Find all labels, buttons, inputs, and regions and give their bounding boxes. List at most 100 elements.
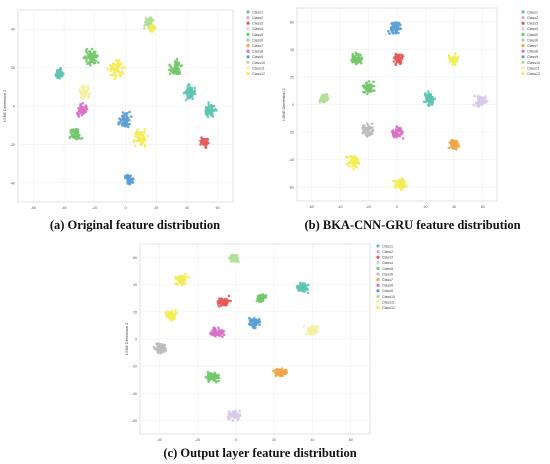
data-point [248, 323, 252, 327]
legend-label: Class8 [382, 284, 393, 288]
data-point [152, 27, 156, 31]
data-point [236, 257, 240, 260]
data-point [79, 103, 82, 107]
data-point [259, 295, 262, 298]
data-point [117, 121, 120, 125]
data-point [211, 374, 215, 377]
legend-marker [521, 10, 525, 14]
data-point [400, 132, 404, 135]
y-tick-label: 60 [290, 20, 294, 24]
legend-label: Class12 [527, 72, 540, 76]
data-point [398, 185, 401, 189]
data-point [128, 122, 131, 126]
data-point [233, 254, 237, 257]
data-point [395, 30, 398, 33]
y-tick-label: -20 [289, 131, 294, 135]
data-point [217, 302, 220, 306]
x-tick-label: -20 [195, 438, 200, 442]
data-point [175, 57, 178, 61]
data-point [254, 326, 257, 330]
data-point [427, 94, 431, 98]
data-point [372, 84, 376, 88]
data-point [233, 415, 236, 418]
legend-label: Class6 [527, 38, 538, 42]
legend-label: Class12 [382, 306, 395, 310]
data-point [395, 125, 399, 128]
data-point [300, 284, 303, 288]
data-point [216, 376, 220, 379]
legend-marker [246, 72, 250, 76]
data-point [157, 349, 161, 352]
data-point [90, 47, 94, 51]
data-point [204, 141, 208, 144]
legend-marker [376, 250, 380, 254]
data-point [219, 302, 222, 305]
data-point [394, 25, 397, 28]
data-point [77, 115, 81, 118]
caption-output-layer: (c) Output layer feature distribution [163, 446, 357, 460]
data-point [392, 131, 395, 135]
data-point [255, 299, 259, 303]
data-point [401, 137, 405, 140]
data-point [179, 64, 182, 68]
data-point [390, 22, 393, 26]
data-point [124, 124, 127, 127]
data-point [206, 115, 210, 119]
legend-marker [246, 44, 250, 48]
data-point [60, 72, 63, 76]
data-point [479, 96, 482, 100]
data-point [119, 71, 123, 75]
data-point [204, 108, 208, 111]
data-point [126, 181, 130, 184]
data-point [159, 345, 162, 348]
data-point [124, 174, 127, 178]
data-point [174, 311, 178, 314]
cluster-13 [204, 101, 218, 119]
data-point [367, 80, 371, 83]
legend-marker [376, 272, 380, 276]
data-point [452, 55, 456, 58]
cluster-2 [148, 24, 157, 34]
legend-marker [376, 244, 380, 248]
data-point [309, 328, 312, 331]
data-point [397, 31, 400, 35]
legend-label: Class1 [382, 244, 393, 248]
data-point [360, 61, 363, 65]
data-point [85, 60, 88, 63]
data-point [227, 294, 231, 298]
data-point [396, 57, 400, 61]
y-tick-label: 40 [290, 48, 294, 52]
data-point [433, 97, 437, 101]
data-point [399, 188, 403, 192]
data-point [221, 335, 224, 338]
data-point [82, 97, 86, 100]
y-tick-label: -60 [132, 419, 137, 423]
data-point [87, 55, 91, 58]
data-point [139, 141, 143, 145]
legend-label: Class7 [527, 44, 538, 48]
x-tick-label: -20 [366, 205, 371, 209]
data-point [272, 369, 275, 373]
x-tick-label: 60 [349, 438, 353, 442]
data-point [256, 294, 260, 298]
x-tick-label: -60 [31, 206, 36, 210]
legend-label: Class2 [527, 16, 538, 20]
legend-marker [246, 21, 250, 25]
data-point [257, 300, 261, 303]
data-point [455, 142, 458, 146]
data-point [88, 92, 92, 95]
y-tick-label: 0 [135, 338, 137, 342]
legend-marker [246, 55, 250, 59]
data-point [280, 367, 284, 370]
legend-marker [521, 27, 525, 31]
data-point [78, 109, 82, 112]
data-point [217, 326, 220, 330]
data-point [175, 60, 179, 63]
data-point [454, 57, 457, 61]
data-point [165, 310, 168, 314]
data-point [115, 70, 118, 73]
data-point [144, 17, 148, 20]
data-point [174, 275, 177, 279]
data-point [426, 90, 430, 93]
